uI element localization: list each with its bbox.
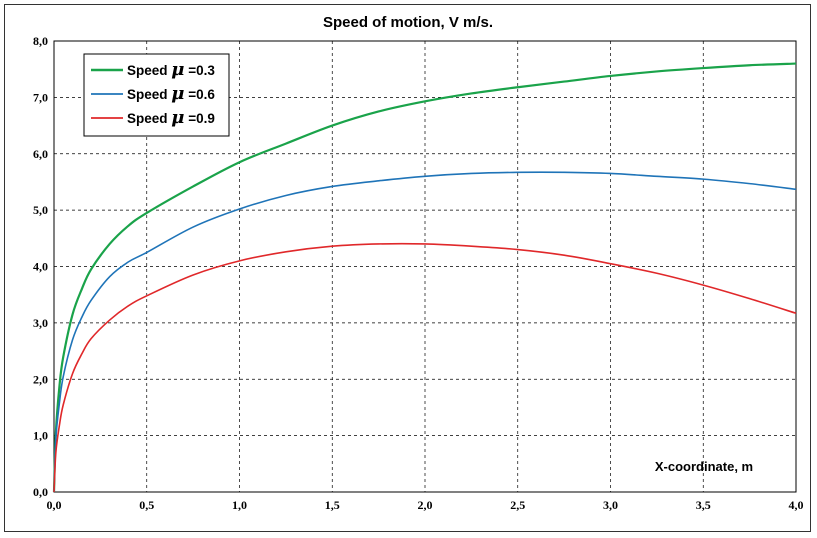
grid — [54, 41, 796, 492]
chart-title: Speed of motion, V m/s. — [323, 14, 493, 31]
plot-area-border — [53, 40, 797, 493]
x-tick-label: 0,5 — [139, 498, 154, 512]
x-axis-label: X-coordinate, m — [655, 459, 753, 474]
tick-labels: 0,0 0,5 1,0 1,5 2,0 2,5 3,0 3,5 4,0 0,0 1,0 2,0 3,0 4… — [33, 34, 804, 512]
y-tick-label: 0,0 — [33, 485, 48, 499]
y-tick-label: 6,0 — [33, 147, 48, 161]
y-tick-label: 7,0 — [33, 90, 48, 104]
legend-entry: Speed μ =0.6 — [91, 83, 215, 104]
chart-frame: 0,0 0,5 1,0 1,5 2,0 2,5 3,0 3,5 4,0 0,0 1,0 2,0 3,0 4… — [4, 4, 811, 532]
x-tick-label: 1,0 — [232, 498, 247, 512]
x-tick-label: 0,0 — [47, 498, 62, 512]
series-layer — [52, 62, 797, 493]
y-tick-label: 4,0 — [33, 260, 48, 274]
legend-box — [83, 53, 230, 137]
y-tick-label: 3,0 — [33, 316, 48, 330]
x-tick-label: 2,5 — [510, 498, 525, 512]
y-tick-label: 8,0 — [33, 34, 48, 48]
legend-entry: Speed μ =0.9 — [91, 107, 215, 128]
legend-label: Speed μ =0.3 — [127, 59, 215, 80]
x-tick-label: 3,0 — [603, 498, 618, 512]
x-tick-label: 3,5 — [696, 498, 711, 512]
y-tick-label: 5,0 — [33, 203, 48, 217]
legend-label: Speed μ =0.9 — [127, 107, 215, 128]
legend-entry: Speed μ =0.3 — [91, 59, 215, 80]
x-tick-label: 2,0 — [418, 498, 433, 512]
legend-label: Speed μ =0.6 — [127, 83, 215, 104]
line-chart: 0,0 0,5 1,0 1,5 2,0 2,5 3,0 3,5 4,0 0,0 1,0 2,0 3,0 4… — [33, 14, 804, 512]
x-tick-label: 1,5 — [325, 498, 340, 512]
series-line-mu-0.6 — [53, 171, 797, 493]
y-tick-label: 2,0 — [33, 372, 48, 386]
x-tick-label: 4,0 — [789, 498, 804, 512]
legend: Speed μ =0.3 Speed μ =0.6 Speed μ =0.9 — [83, 53, 230, 137]
y-tick-label: 1,0 — [33, 429, 48, 443]
series-line-mu-0.3 — [52, 62, 797, 493]
series-line-mu-0.9 — [53, 242, 797, 493]
